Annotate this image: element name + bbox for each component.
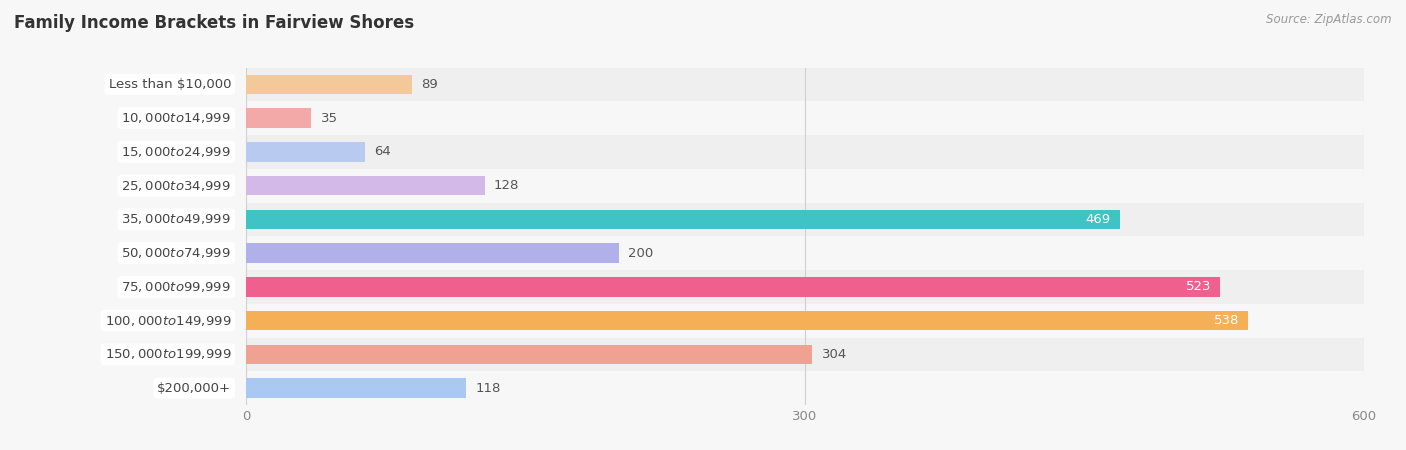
Text: $200,000+: $200,000+	[157, 382, 231, 395]
FancyBboxPatch shape	[246, 304, 1364, 338]
Bar	[246, 277, 1220, 297]
Bar	[246, 75, 412, 94]
FancyBboxPatch shape	[246, 135, 1364, 169]
FancyBboxPatch shape	[246, 236, 1364, 270]
Text: 64: 64	[374, 145, 391, 158]
Bar	[246, 378, 465, 398]
FancyBboxPatch shape	[246, 101, 1364, 135]
Bar	[246, 345, 813, 364]
Bar	[246, 210, 1119, 229]
Bar	[246, 311, 1249, 330]
Text: $35,000 to $49,999: $35,000 to $49,999	[121, 212, 231, 226]
Text: Less than $10,000: Less than $10,000	[108, 78, 231, 91]
Text: 118: 118	[475, 382, 501, 395]
Text: $100,000 to $149,999: $100,000 to $149,999	[104, 314, 231, 328]
Text: $75,000 to $99,999: $75,000 to $99,999	[121, 280, 231, 294]
FancyBboxPatch shape	[246, 338, 1364, 371]
Text: $150,000 to $199,999: $150,000 to $199,999	[104, 347, 231, 361]
Text: 89: 89	[422, 78, 437, 91]
FancyBboxPatch shape	[246, 202, 1364, 236]
Text: 538: 538	[1213, 314, 1239, 327]
FancyBboxPatch shape	[246, 169, 1364, 202]
FancyBboxPatch shape	[246, 371, 1364, 405]
Text: 304: 304	[821, 348, 846, 361]
Text: Family Income Brackets in Fairview Shores: Family Income Brackets in Fairview Shore…	[14, 14, 415, 32]
FancyBboxPatch shape	[246, 68, 1364, 101]
Bar	[246, 176, 485, 195]
Text: $10,000 to $14,999: $10,000 to $14,999	[121, 111, 231, 125]
Text: 469: 469	[1085, 213, 1111, 226]
Text: 35: 35	[321, 112, 337, 125]
Text: 523: 523	[1185, 280, 1211, 293]
Bar	[246, 142, 366, 162]
Text: Source: ZipAtlas.com: Source: ZipAtlas.com	[1267, 14, 1392, 27]
Text: 128: 128	[494, 179, 519, 192]
Text: 200: 200	[628, 247, 654, 260]
Text: $25,000 to $34,999: $25,000 to $34,999	[121, 179, 231, 193]
FancyBboxPatch shape	[246, 270, 1364, 304]
Text: $50,000 to $74,999: $50,000 to $74,999	[121, 246, 231, 260]
Bar	[246, 243, 619, 263]
Text: $15,000 to $24,999: $15,000 to $24,999	[121, 145, 231, 159]
Bar	[246, 108, 311, 128]
